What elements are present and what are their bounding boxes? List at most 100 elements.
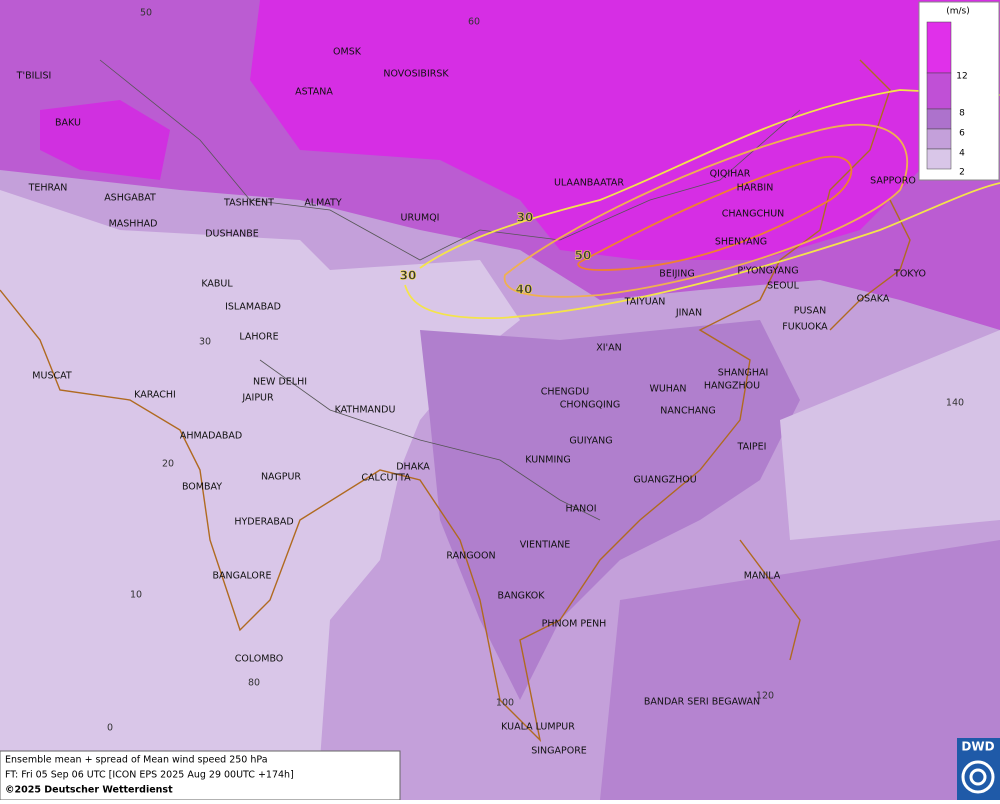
city-label: JAIPUR xyxy=(241,393,274,404)
city-label: CHENGDU xyxy=(541,387,590,398)
contour-40 xyxy=(503,123,909,298)
logo-text: DWD xyxy=(961,740,994,754)
contour-50 xyxy=(577,155,853,271)
grid-label: 60 xyxy=(468,17,480,28)
caption-line: FT: Fri 05 Sep 06 UTC [ICON EPS 2025 Aug… xyxy=(5,770,294,781)
city-label: PHNOM PENH xyxy=(542,619,607,630)
shading-light xyxy=(780,330,1000,540)
grid-label: 20 xyxy=(162,459,174,470)
city-label: COLOMBO xyxy=(235,654,284,665)
logo-icon xyxy=(961,760,995,794)
city-label: SEOUL xyxy=(767,281,799,292)
legend-swatch xyxy=(926,21,952,74)
legend-labels: 12 8 6 4 2 xyxy=(956,72,967,178)
legend-swatch xyxy=(926,72,952,110)
city-label: XI'AN xyxy=(596,343,622,354)
contour-label: 30 xyxy=(400,269,417,283)
city-label: KUALA LUMPUR xyxy=(501,722,575,733)
city-label: BAKU xyxy=(55,118,81,129)
city-label: RANGOON xyxy=(446,551,495,562)
city-label: LAHORE xyxy=(239,332,278,343)
city-label: BANDAR SERI BEGAWAN xyxy=(644,697,760,708)
city-label: ASHGABAT xyxy=(104,193,156,204)
city-label: TAIYUAN xyxy=(624,297,666,308)
city-label: OSAKA xyxy=(857,294,890,305)
coastlines xyxy=(0,59,911,743)
grid-label: 10 xyxy=(130,590,142,601)
grid-label: 80 xyxy=(248,678,260,689)
border xyxy=(99,59,801,261)
city-label: NAGPUR xyxy=(261,472,301,483)
legend-label: 6 xyxy=(959,129,965,139)
city-label: NANCHANG xyxy=(660,406,715,417)
city-label: BEIJING xyxy=(659,269,694,280)
city-label: ALMATY xyxy=(304,198,342,209)
city-label: CALCUTTA xyxy=(361,473,411,484)
city-label: HARBIN xyxy=(737,183,774,194)
legend-label: 2 xyxy=(959,168,965,178)
city-label: KARACHI xyxy=(134,390,176,401)
coastline xyxy=(739,539,801,661)
city-label: TOKYO xyxy=(893,269,926,280)
grid-label: 50 xyxy=(140,8,152,19)
city-label: SAPPORO xyxy=(870,176,916,187)
grid-label: 140 xyxy=(946,398,964,409)
logo-icon xyxy=(969,768,987,786)
contour-label: 50 xyxy=(575,249,592,263)
shading-magenta xyxy=(40,100,170,180)
borders xyxy=(99,59,801,521)
city-label: CHANGCHUN xyxy=(722,209,785,220)
grid-label: 30 xyxy=(199,337,211,348)
labels: 5060302010080100120140OMSKNOVOSIBIRSKAST… xyxy=(16,8,964,757)
city-label: MUSCAT xyxy=(32,371,72,382)
city-label: ASTANA xyxy=(295,87,333,98)
city-label: WUHAN xyxy=(649,384,686,395)
city-label: OMSK xyxy=(333,47,362,58)
city-label: AHMADABAD xyxy=(180,431,242,442)
city-label: PUSAN xyxy=(794,306,827,317)
city-label: KUNMING xyxy=(525,455,571,466)
shading-medium xyxy=(420,320,800,700)
city-label: KATHMANDU xyxy=(335,405,396,416)
caption-box xyxy=(0,750,401,801)
city-label: BANGALORE xyxy=(212,571,271,582)
city-label: NEW DELHI xyxy=(253,377,307,388)
legend-label: 12 xyxy=(956,72,967,82)
contour-label: 30 xyxy=(517,211,534,225)
city-label: DUSHANBE xyxy=(205,229,259,240)
city-label: ULAANBAATAR xyxy=(554,178,624,189)
coastline xyxy=(829,199,911,331)
shading-magenta xyxy=(250,0,1000,260)
legend-swatch xyxy=(926,108,952,130)
contour-30 xyxy=(404,182,1000,319)
city-label: NOVOSIBIRSK xyxy=(383,69,449,80)
shading-medium xyxy=(600,540,1000,800)
city-label: HANGZHOU xyxy=(704,381,760,392)
city-label: MANILA xyxy=(744,571,781,582)
city-label: SHANGHAI xyxy=(718,368,769,379)
legend-swatch xyxy=(926,148,952,170)
city-label: FUKUOKA xyxy=(782,322,828,333)
city-label: ISLAMABAD xyxy=(225,302,281,313)
city-label: URUMQI xyxy=(401,213,440,224)
city-label: SINGAPORE xyxy=(531,746,587,757)
city-label: HYDERABAD xyxy=(234,517,293,528)
shading-light xyxy=(0,190,520,760)
city-label: MASHHAD xyxy=(109,219,158,230)
grid-label: 0 xyxy=(107,723,113,734)
city-label: GUIYANG xyxy=(569,436,612,447)
city-label: P'YONGYANG xyxy=(737,266,798,277)
legend-swatch xyxy=(926,128,952,150)
grid-label: 120 xyxy=(756,691,774,702)
city-label: BANGKOK xyxy=(498,591,546,602)
city-label: HANOI xyxy=(565,504,596,515)
logo: DWD xyxy=(957,738,1000,800)
city-label: QIQIHAR xyxy=(710,169,751,180)
city-label: VIENTIANE xyxy=(520,540,571,551)
legend-unit: (m/s) xyxy=(946,7,970,17)
city-label: JINAN xyxy=(675,308,702,319)
caption: Ensemble mean + spread of Mean wind spee… xyxy=(0,750,401,801)
city-label: DHAKA xyxy=(396,462,430,473)
